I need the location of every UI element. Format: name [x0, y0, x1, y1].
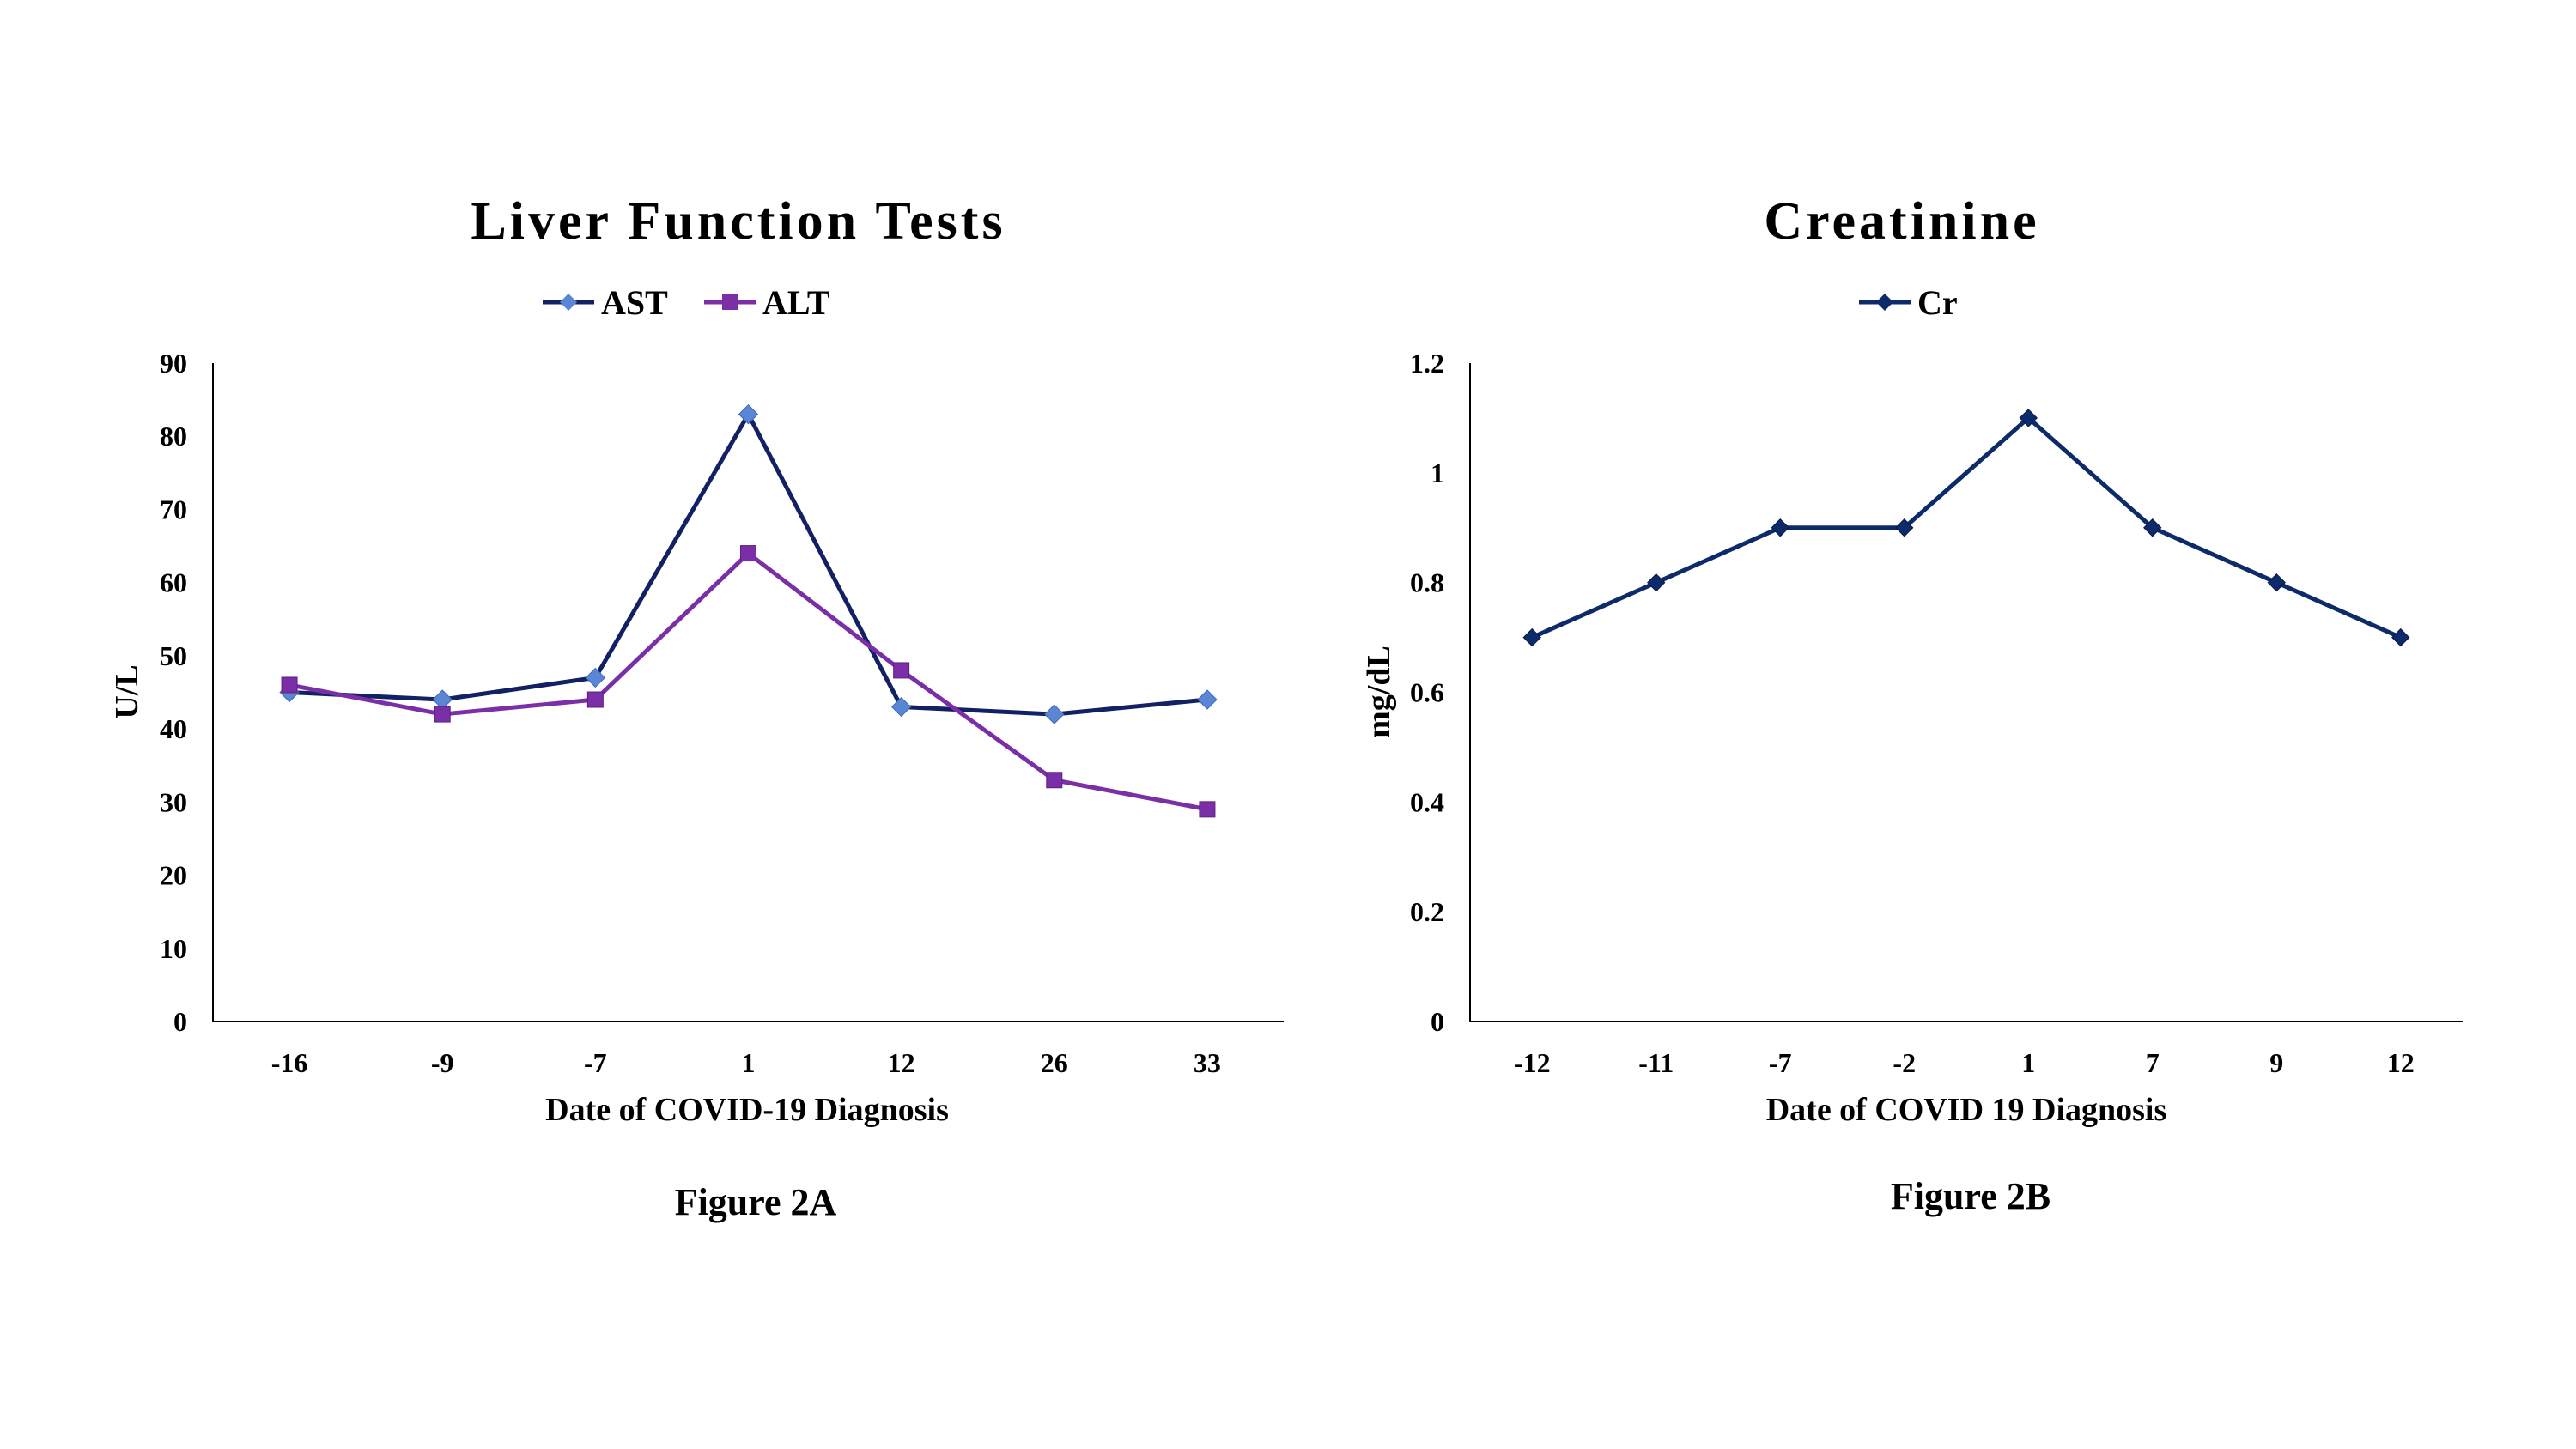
- y-tick-label: 0.6: [1410, 677, 1444, 708]
- y-tick-label: 90: [160, 348, 187, 379]
- legend-liver: AST ALT: [543, 283, 830, 322]
- data-point-alt: [434, 706, 451, 723]
- y-tick-label: 60: [160, 567, 187, 598]
- x-tick-label: 1: [2021, 1047, 2035, 1078]
- y-tick-label: 30: [160, 786, 187, 817]
- y-tick-label: 1: [1431, 458, 1444, 488]
- x-tick-label: -12: [1514, 1047, 1551, 1078]
- series-markers-creatinine: [1522, 409, 2410, 647]
- y-tick-label: 70: [160, 494, 187, 524]
- x-ticks-creatinine: -12 -11 -7 -2 1 7 9 12: [1514, 1047, 2415, 1078]
- x-tick-label: -16: [271, 1047, 308, 1078]
- legend-creatinine: Cr: [1859, 283, 1958, 322]
- caption-figure-2b: Figure 2B: [1891, 1175, 2050, 1217]
- x-tick-label: 12: [888, 1047, 915, 1078]
- x-tick-label: 33: [1194, 1047, 1221, 1078]
- x-tick-label: 12: [2387, 1047, 2415, 1078]
- data-point-alt: [281, 676, 298, 694]
- chart-title-liver: Liver Function Tests: [471, 192, 1005, 251]
- legend-ast-label: AST: [601, 283, 668, 322]
- y-tick-label: 40: [160, 713, 187, 744]
- data-point-ast: [585, 667, 606, 688]
- series-line-alt: [289, 551, 1208, 812]
- data-point-alt: [740, 545, 756, 562]
- data-point-cr: [2143, 518, 2162, 537]
- data-point-cr: [1522, 627, 1541, 647]
- data-point-cr: [1647, 573, 1666, 592]
- y-tick-label: 20: [160, 860, 187, 891]
- x-tick-label: 26: [1041, 1047, 1068, 1078]
- creatinine-chart: Creatinine Cr 0 0.2 0.4 0.6 0.8 1 1.2 -12 -11 -7…: [1361, 192, 2463, 1217]
- data-point-alt: [893, 662, 910, 679]
- y-tick-label: 10: [160, 933, 187, 964]
- data-point-cr: [2391, 627, 2410, 647]
- data-point-alt: [1199, 801, 1216, 818]
- legend-cr-label: Cr: [1917, 283, 1958, 322]
- y-tick-label: 0: [173, 1006, 187, 1037]
- data-point-cr: [2019, 409, 2038, 427]
- y-tick-label: 80: [160, 421, 187, 452]
- caption-figure-2a: Figure 2A: [675, 1181, 837, 1223]
- data-point-ast: [738, 403, 759, 425]
- chart-title-creatinine: Creatinine: [1764, 192, 2039, 251]
- data-point-cr: [2267, 573, 2286, 592]
- x-tick-label: -7: [1769, 1047, 1792, 1078]
- data-point-alt: [1046, 772, 1063, 789]
- y-tick-label: 0.8: [1410, 567, 1444, 598]
- data-point-cr: [1771, 518, 1789, 537]
- x-tick-label: 1: [742, 1047, 756, 1078]
- data-point-ast: [890, 696, 912, 718]
- y-tick-label: 0: [1431, 1006, 1444, 1037]
- series-line-cr: [1531, 415, 2402, 640]
- y-tick-label: 1.2: [1410, 348, 1444, 379]
- y-ticks-liver: 0 10 20 30 40 50 60 70 80 90: [160, 348, 187, 1037]
- y-ticks-creatinine: 0 0.2 0.4 0.6 0.8 1 1.2: [1410, 348, 1444, 1037]
- x-ticks-liver: -16 -9 -7 1 12 26 33: [271, 1047, 1221, 1078]
- x-tick-label: -11: [1638, 1047, 1674, 1078]
- legend-ast-marker: [560, 294, 577, 311]
- y-axis-label-creatinine: mg/dL: [1361, 646, 1397, 738]
- x-tick-label: 9: [2269, 1047, 2283, 1078]
- x-tick-label: -7: [584, 1047, 607, 1078]
- series-lines-liver: [289, 412, 1208, 812]
- x-tick-label: -2: [1893, 1047, 1916, 1078]
- y-axis-label-liver: U/L: [109, 664, 145, 718]
- series-line-ast: [289, 412, 1208, 717]
- y-tick-label: 0.4: [1410, 786, 1444, 817]
- data-point-alt: [586, 691, 604, 708]
- series-lines-creatinine: [1531, 415, 2402, 640]
- data-point-ast: [1044, 704, 1065, 724]
- legend-alt-marker: [722, 294, 738, 310]
- x-tick-label: 7: [2146, 1047, 2160, 1078]
- liver-function-chart: Liver Function Tests AST ALT 0 10 20 30 40 50…: [109, 192, 1284, 1223]
- legend-alt-label: ALT: [762, 283, 830, 322]
- data-point-ast: [1197, 689, 1218, 710]
- series-markers-liver: [279, 403, 1218, 818]
- y-tick-label: 50: [160, 640, 187, 671]
- y-tick-label: 0.2: [1410, 896, 1444, 927]
- legend-cr-marker: [1876, 294, 1893, 311]
- x-axis-label-creatinine: Date of COVID 19 Diagnosis: [1766, 1092, 2167, 1128]
- data-point-cr: [1895, 518, 1914, 537]
- x-axis-label-liver: Date of COVID-19 Diagnosis: [545, 1092, 949, 1128]
- x-tick-label: -9: [431, 1047, 454, 1078]
